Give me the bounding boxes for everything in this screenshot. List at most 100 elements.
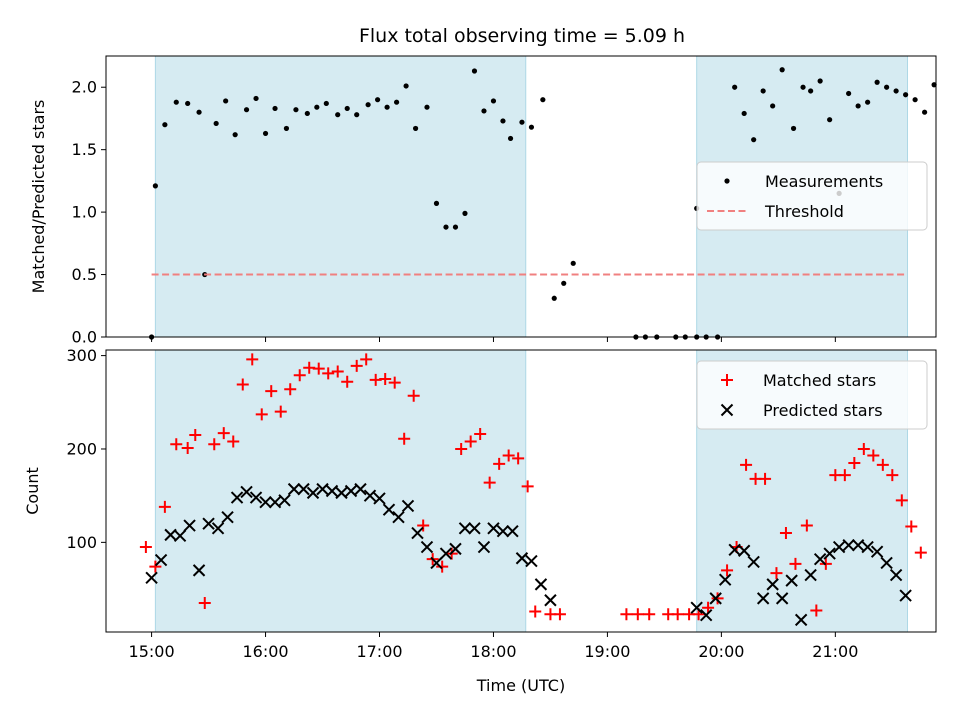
matched-point bbox=[886, 469, 899, 482]
shaded-span bbox=[154, 55, 527, 338]
measurement-point bbox=[500, 118, 506, 124]
matched-point bbox=[740, 458, 753, 471]
measurement-point bbox=[424, 104, 430, 110]
y-tick-label: 1.5 bbox=[72, 140, 97, 159]
measurement-point bbox=[443, 224, 449, 230]
legend-matched-marker bbox=[721, 374, 733, 386]
predicted-point bbox=[889, 568, 903, 582]
matched-point bbox=[170, 438, 183, 451]
ratio-panel: 0.0 0.5 1.0 1.5 2.0 Matched/Predicted stars Me… bbox=[29, 55, 937, 347]
predicted-point bbox=[775, 592, 789, 605]
predicted-point bbox=[192, 564, 206, 577]
measurement-point bbox=[462, 210, 468, 216]
measurement-point bbox=[931, 82, 937, 88]
measurement-point bbox=[893, 88, 899, 94]
predicted-point bbox=[392, 510, 405, 524]
predicted-point bbox=[699, 608, 713, 622]
measurement-point bbox=[272, 105, 278, 112]
measurement-point bbox=[185, 100, 191, 107]
measurement-point bbox=[800, 84, 806, 90]
predicted-point bbox=[373, 492, 386, 505]
x-tick-label: 20:00 bbox=[698, 642, 744, 661]
predicted-point bbox=[173, 529, 187, 543]
matched-point bbox=[789, 557, 802, 570]
predicted-point bbox=[477, 540, 491, 554]
predicted-point bbox=[804, 568, 817, 582]
predicted-point bbox=[851, 538, 865, 552]
legend-measurement-marker bbox=[724, 178, 730, 184]
matched-point bbox=[759, 472, 772, 485]
measurement-point bbox=[732, 84, 738, 90]
matched-point bbox=[671, 608, 684, 621]
matched-point bbox=[483, 476, 496, 489]
measurement-point bbox=[884, 84, 890, 90]
predicted-point bbox=[325, 484, 339, 498]
legend-label: Threshold bbox=[764, 202, 844, 221]
y-axis-label: Count bbox=[23, 467, 42, 515]
matched-point bbox=[322, 367, 335, 380]
predicted-point bbox=[259, 495, 272, 509]
measurement-point bbox=[855, 103, 861, 109]
predicted-point bbox=[468, 522, 481, 535]
y-tick-label: 0.0 bbox=[72, 328, 97, 347]
predicted-point bbox=[861, 540, 874, 554]
matched-point bbox=[800, 519, 813, 532]
measurement-point bbox=[490, 98, 497, 104]
matched-point bbox=[417, 519, 430, 532]
axes-frame bbox=[105, 55, 937, 338]
predicted-point bbox=[202, 517, 215, 530]
measurement-point bbox=[903, 92, 909, 98]
measurement-point bbox=[817, 78, 823, 84]
measurement-point bbox=[452, 224, 459, 230]
y-tick-label: 300 bbox=[66, 346, 97, 365]
legend-label: Predicted stars bbox=[763, 401, 883, 420]
measurement-point bbox=[874, 79, 880, 85]
predicted-point bbox=[870, 545, 884, 558]
measurement-point bbox=[152, 183, 158, 189]
measurement-point bbox=[433, 200, 440, 206]
y-tick-label: 200 bbox=[66, 439, 97, 458]
matched-point bbox=[255, 408, 268, 421]
measurement-point bbox=[412, 125, 419, 132]
matched-point bbox=[810, 604, 823, 617]
predicted-point bbox=[183, 519, 196, 532]
matched-point bbox=[702, 601, 715, 614]
legend-label: Measurements bbox=[765, 172, 883, 191]
y-axis-label: Matched/Predicted stars bbox=[29, 100, 48, 294]
measurement-point bbox=[384, 104, 390, 110]
matched-point bbox=[208, 438, 221, 451]
predicted-point bbox=[211, 522, 225, 535]
predicted-point bbox=[145, 571, 158, 585]
predicted-point bbox=[401, 499, 415, 513]
predicted-point bbox=[525, 554, 538, 568]
measurement-point bbox=[344, 105, 350, 112]
legend-box bbox=[696, 161, 928, 231]
predicted-point bbox=[420, 540, 434, 554]
measurement-point bbox=[223, 98, 229, 104]
matched-point bbox=[350, 359, 363, 372]
legend-label: Matched stars bbox=[763, 371, 876, 390]
measurement-point bbox=[196, 109, 202, 115]
predicted-point bbox=[899, 589, 912, 602]
measurement-point bbox=[243, 107, 250, 113]
predicted-point bbox=[690, 601, 703, 614]
matched-point bbox=[857, 442, 870, 455]
legend-box bbox=[696, 360, 928, 430]
x-tick-label: 17:00 bbox=[356, 642, 402, 661]
matched-point bbox=[502, 449, 515, 462]
measurement-point bbox=[865, 99, 871, 105]
predicted-point bbox=[287, 482, 301, 496]
x-tick-label: 21:00 bbox=[812, 642, 858, 661]
matched-point bbox=[265, 385, 278, 398]
measurement-point bbox=[528, 124, 535, 130]
predicted-point bbox=[430, 556, 443, 570]
predicted-point bbox=[756, 592, 770, 605]
measurement-point bbox=[304, 110, 310, 117]
matched-point bbox=[436, 560, 449, 573]
measurement-point bbox=[519, 119, 525, 125]
measurement-point bbox=[253, 95, 259, 102]
matched-point bbox=[905, 520, 918, 533]
matched-point bbox=[553, 608, 566, 621]
measurement-point bbox=[471, 68, 478, 74]
matched-point bbox=[227, 435, 240, 448]
